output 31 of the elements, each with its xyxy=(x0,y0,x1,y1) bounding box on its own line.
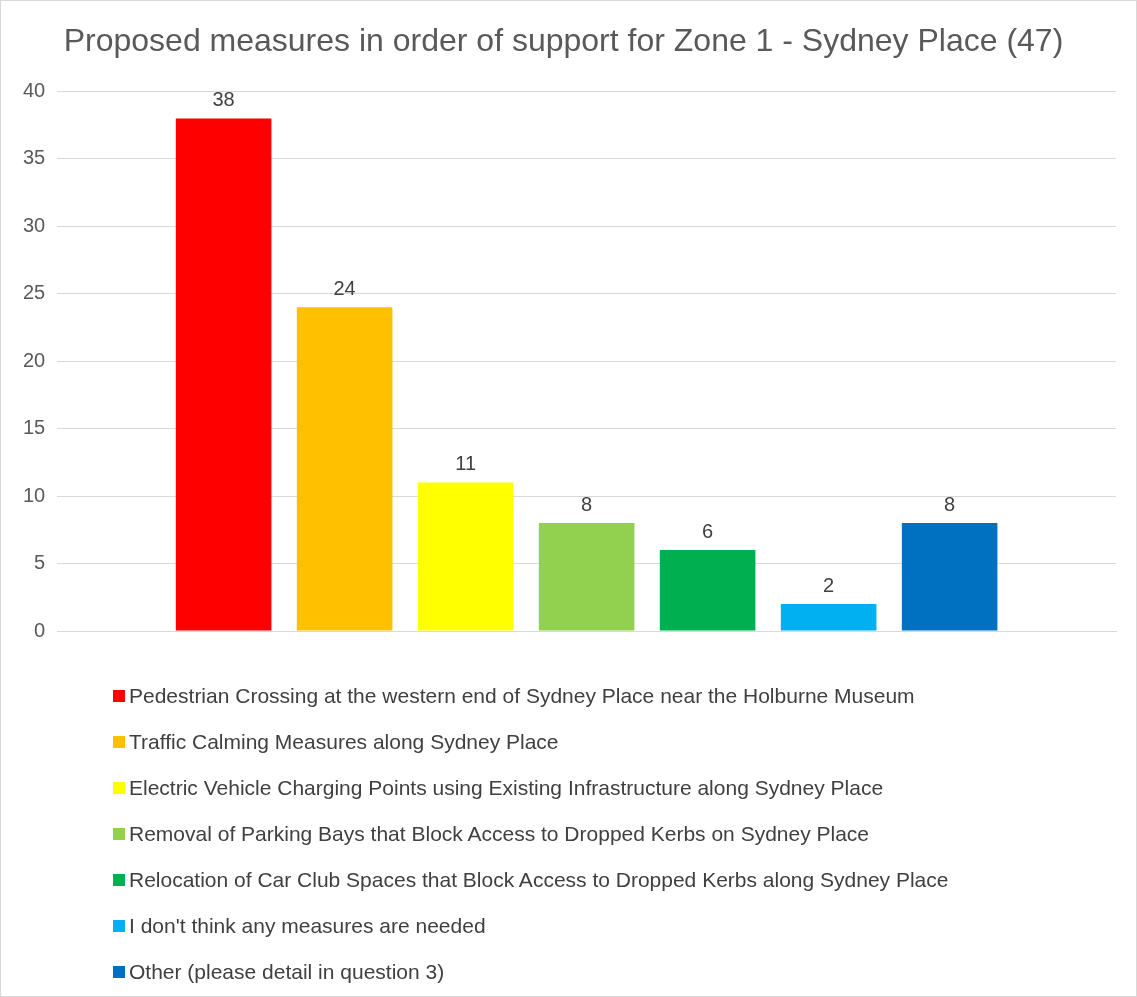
chart-title: Proposed measures in order of support for Zone 1 - Sydney Place (47) xyxy=(63,22,1064,59)
data-label: 24 xyxy=(333,276,356,299)
bar xyxy=(659,550,756,631)
y-tick-label: 10 xyxy=(23,483,46,506)
legend-label: Relocation of Car Club Spaces that Block Access to Dropped Kerbs along Sydney Place xyxy=(129,868,949,892)
legend-label: Electric Vehicle Charging Points using Existing Infrastructure along Sydney Place xyxy=(129,776,884,800)
data-label: 38 xyxy=(212,87,235,110)
bar xyxy=(780,604,877,631)
bar xyxy=(901,523,998,631)
y-tick-label: 15 xyxy=(23,416,46,439)
y-tick-label: 30 xyxy=(23,213,46,236)
y-tick-label: 40 xyxy=(23,78,46,101)
y-tick-label: 5 xyxy=(34,551,46,574)
legend-label: I don't think any measures are needed xyxy=(129,914,486,938)
y-tick-label: 25 xyxy=(23,281,46,304)
bar xyxy=(175,118,272,631)
legend-label: Pedestrian Crossing at the western end of Sydney Place near the Holburne Museum xyxy=(129,684,915,708)
bar xyxy=(417,482,514,631)
bar xyxy=(296,307,393,631)
data-label: 6 xyxy=(702,519,714,542)
y-tick-label: 20 xyxy=(23,348,46,371)
bar xyxy=(538,523,635,631)
data-label: 8 xyxy=(581,492,593,515)
legend-label: Removal of Parking Bays that Block Access to Dropped Kerbs on Sydney Place xyxy=(129,822,870,846)
y-tick-label: 35 xyxy=(23,146,46,169)
legend-label: Other (please detail in question 3) xyxy=(129,960,445,984)
data-label: 2 xyxy=(823,573,835,596)
data-label: 8 xyxy=(944,492,956,515)
legend-label: Traffic Calming Measures along Sydney Place xyxy=(129,730,559,754)
data-label: 11 xyxy=(455,452,477,475)
y-tick-label: 0 xyxy=(34,618,46,641)
